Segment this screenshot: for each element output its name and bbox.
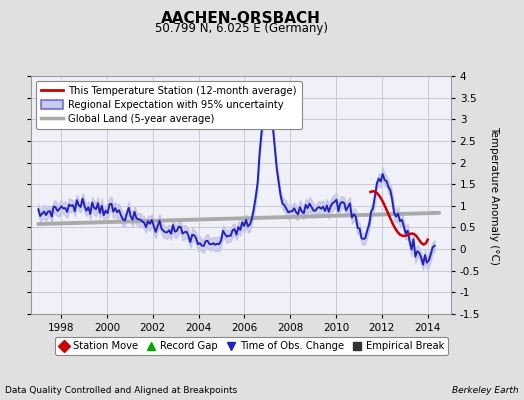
Text: Berkeley Earth: Berkeley Earth bbox=[452, 386, 519, 395]
Legend: This Temperature Station (12-month average), Regional Expectation with 95% uncer: This Temperature Station (12-month avera… bbox=[37, 81, 302, 129]
Text: Data Quality Controlled and Aligned at Breakpoints: Data Quality Controlled and Aligned at B… bbox=[5, 386, 237, 395]
Y-axis label: Temperature Anomaly (°C): Temperature Anomaly (°C) bbox=[489, 126, 499, 264]
Legend: Station Move, Record Gap, Time of Obs. Change, Empirical Break: Station Move, Record Gap, Time of Obs. C… bbox=[55, 337, 448, 355]
Text: AACHEN-ORSBACH: AACHEN-ORSBACH bbox=[161, 11, 321, 26]
Text: 50.799 N, 6.025 E (Germany): 50.799 N, 6.025 E (Germany) bbox=[155, 22, 328, 35]
